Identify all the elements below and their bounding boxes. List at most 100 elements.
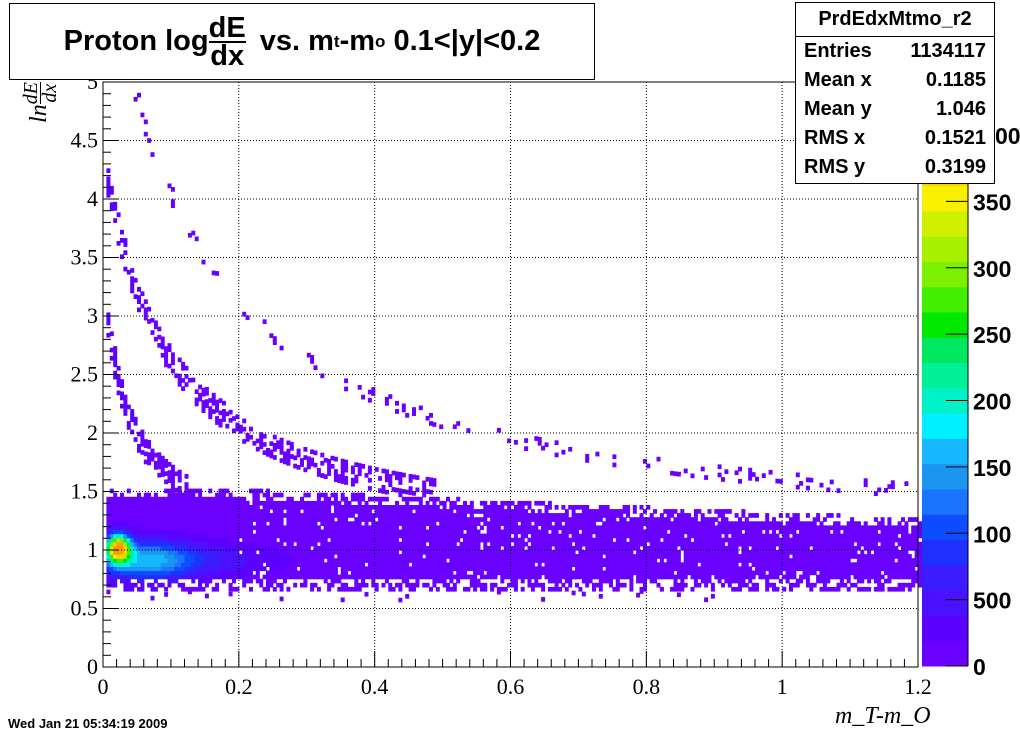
histogram-cell xyxy=(140,570,145,576)
histogram-cell xyxy=(262,541,267,547)
histogram-cell xyxy=(262,529,267,535)
histogram-cell xyxy=(310,586,315,592)
histogram-cell xyxy=(371,541,376,547)
histogram-cell xyxy=(731,521,736,526)
histogram-cell xyxy=(744,570,749,576)
histogram-cell xyxy=(235,545,240,551)
histogram-cell xyxy=(198,525,203,531)
histogram-cell xyxy=(184,533,189,539)
histogram-cell xyxy=(405,496,410,502)
histogram-cell xyxy=(120,537,124,543)
histogram-cell xyxy=(870,541,875,547)
histogram-cell xyxy=(741,578,746,584)
histogram-cell xyxy=(408,474,413,479)
histogram-cell xyxy=(228,566,233,572)
histogram-cell xyxy=(846,550,851,555)
histogram-cell xyxy=(293,558,298,563)
histogram-cell xyxy=(160,562,165,567)
histogram-cell xyxy=(860,558,865,563)
histogram-cell xyxy=(463,521,467,526)
histogram-cell xyxy=(819,550,824,555)
histogram-cell xyxy=(558,562,562,567)
histogram-cell xyxy=(422,484,427,490)
histogram-cell xyxy=(327,525,332,531)
histogram-cell xyxy=(401,545,406,551)
histogram-cell xyxy=(367,562,372,567)
histogram-cell xyxy=(795,558,800,563)
histogram-cell xyxy=(384,517,389,522)
histogram-cell xyxy=(269,541,274,547)
histogram-cell xyxy=(901,541,905,547)
histogram-cell xyxy=(279,582,284,588)
histogram-cell xyxy=(340,541,345,547)
histogram-cell xyxy=(575,517,579,522)
histogram-cell xyxy=(252,500,257,506)
histogram-cell xyxy=(276,582,281,588)
histogram-cell xyxy=(836,513,841,518)
histogram-cell xyxy=(252,562,257,567)
histogram-cell xyxy=(429,421,433,426)
histogram-cell xyxy=(622,554,627,559)
histogram-cell xyxy=(279,450,284,455)
histogram-cell xyxy=(534,521,539,526)
histogram-cell xyxy=(130,574,135,580)
histogram-cell xyxy=(215,570,220,576)
histogram-cell xyxy=(812,566,817,572)
histogram-cell xyxy=(249,570,253,576)
histogram-cell xyxy=(636,521,641,526)
histogram-cell xyxy=(588,537,593,543)
histogram-cell xyxy=(894,574,899,580)
histogram-cell xyxy=(401,537,406,543)
histogram-cell xyxy=(476,537,481,543)
histogram-cell xyxy=(350,509,355,514)
histogram-cell xyxy=(425,505,430,510)
histogram-cell xyxy=(113,374,118,380)
histogram-cell xyxy=(252,545,257,551)
histogram-cell xyxy=(795,513,800,518)
histogram-cell xyxy=(432,509,437,514)
histogram-cell xyxy=(619,513,624,518)
histogram-cell xyxy=(609,533,613,539)
histogram-cell xyxy=(225,550,230,555)
histogram-cell xyxy=(578,521,583,526)
histogram-cell xyxy=(673,537,678,543)
histogram-cell xyxy=(816,562,821,567)
histogram-cell xyxy=(571,550,576,555)
histogram-cell xyxy=(493,521,498,526)
histogram-cell xyxy=(344,505,349,510)
histogram-cell xyxy=(527,566,532,572)
histogram-cell xyxy=(361,517,366,522)
histogram-cell xyxy=(666,509,671,514)
histogram-cell xyxy=(327,513,332,518)
histogram-cell xyxy=(809,570,814,576)
histogram-cell xyxy=(381,521,386,526)
histogram-cell xyxy=(310,566,315,572)
histogram-cell xyxy=(551,554,556,559)
histogram-cell xyxy=(877,566,882,572)
histogram-cell xyxy=(571,545,576,551)
histogram-cell xyxy=(177,500,182,506)
histogram-cell xyxy=(649,578,654,584)
histogram-cell xyxy=(174,566,179,572)
histogram-cell xyxy=(340,496,345,502)
histogram-cell xyxy=(670,521,675,526)
histogram-cell xyxy=(259,432,264,437)
histogram-cell xyxy=(211,545,216,551)
histogram-cell xyxy=(113,578,118,584)
histogram-cell xyxy=(490,550,495,555)
histogram-cell xyxy=(391,470,396,476)
histogram-cell xyxy=(802,529,807,535)
histogram-cell xyxy=(330,517,335,522)
histogram-cell xyxy=(116,382,121,387)
histogram-cell xyxy=(191,578,196,584)
histogram-cell xyxy=(890,586,895,592)
histogram-cell xyxy=(109,488,114,494)
histogram-cell xyxy=(561,550,566,555)
histogram-cell xyxy=(846,525,851,531)
histogram-cell xyxy=(269,449,274,455)
histogram-cell xyxy=(133,570,138,576)
histogram-cell xyxy=(738,517,742,522)
histogram-cell xyxy=(496,521,501,526)
histogram-cell xyxy=(150,496,155,502)
histogram-cell xyxy=(208,529,213,535)
